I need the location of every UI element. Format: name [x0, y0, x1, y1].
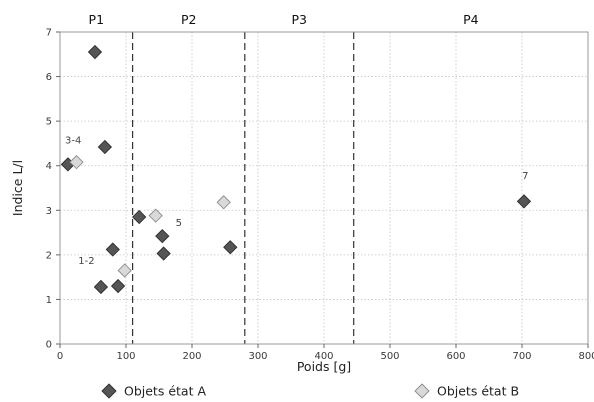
y-axis-ticks: 0 1 2 3 4 5 6 7	[46, 28, 60, 351]
data-point-series-a	[110, 278, 126, 294]
annotation-label: 7	[522, 171, 528, 182]
data-point-series-a	[97, 139, 113, 155]
data-point-series-a	[156, 246, 171, 261]
y-tick-label: 7	[46, 28, 52, 39]
period-label-p4: P4	[463, 12, 479, 27]
y-tick-label: 2	[46, 250, 52, 261]
x-tick-label: 800	[578, 351, 594, 362]
data-point-series-a	[87, 44, 103, 60]
legend: Objets état A Objets état B	[101, 383, 519, 399]
data-point-series-b	[117, 263, 132, 278]
data-point-series-a	[93, 279, 109, 295]
grid-lines	[60, 32, 588, 344]
data-point-series-a	[105, 242, 120, 257]
x-tick-label: 600	[446, 351, 465, 362]
data-point-series-b	[69, 155, 84, 170]
period-label-p2: P2	[181, 12, 197, 27]
y-tick-label: 6	[46, 72, 52, 83]
y-tick-label: 4	[46, 161, 52, 172]
x-tick-label: 700	[512, 351, 531, 362]
data-point-series-a	[516, 194, 532, 209]
data-points	[60, 44, 532, 295]
y-tick-label: 5	[46, 117, 52, 128]
legend-marker	[101, 383, 117, 399]
x-tick-label: 0	[57, 351, 63, 362]
period-label-p3: P3	[292, 12, 308, 27]
x-tick-label: 500	[380, 351, 399, 362]
annotation-label: 5	[176, 218, 182, 229]
data-point-series-a	[132, 209, 147, 225]
x-tick-label: 200	[182, 351, 201, 362]
y-tick-label: 1	[46, 295, 52, 306]
x-axis-ticks: 0 100 200 300 400 500 600 700 800	[57, 344, 594, 362]
legend-label: Objets état B	[437, 384, 519, 399]
x-axis-title: Poids [g]	[297, 359, 351, 374]
annotation-label: 1-2	[78, 256, 94, 267]
x-tick-label: 400	[314, 351, 333, 362]
period-dividers	[132, 32, 355, 344]
y-axis-title: Indice L/l	[10, 160, 25, 216]
point-annotations: 3-4 1-2 5 7	[65, 135, 528, 266]
x-tick-label: 300	[248, 351, 267, 362]
data-point-series-b	[148, 208, 163, 223]
data-point-series-a	[155, 229, 170, 244]
x-tick-label: 100	[116, 351, 135, 362]
annotation-label: 3-4	[65, 135, 81, 146]
data-point-series-a	[223, 240, 238, 255]
y-tick-label: 0	[46, 340, 52, 351]
period-labels: P1 P2 P3 P4	[89, 12, 479, 27]
legend-label: Objets état A	[124, 384, 206, 399]
period-label-p1: P1	[89, 12, 105, 27]
data-point-series-b	[216, 195, 231, 210]
y-tick-label: 3	[46, 206, 52, 217]
legend-marker	[414, 383, 430, 399]
